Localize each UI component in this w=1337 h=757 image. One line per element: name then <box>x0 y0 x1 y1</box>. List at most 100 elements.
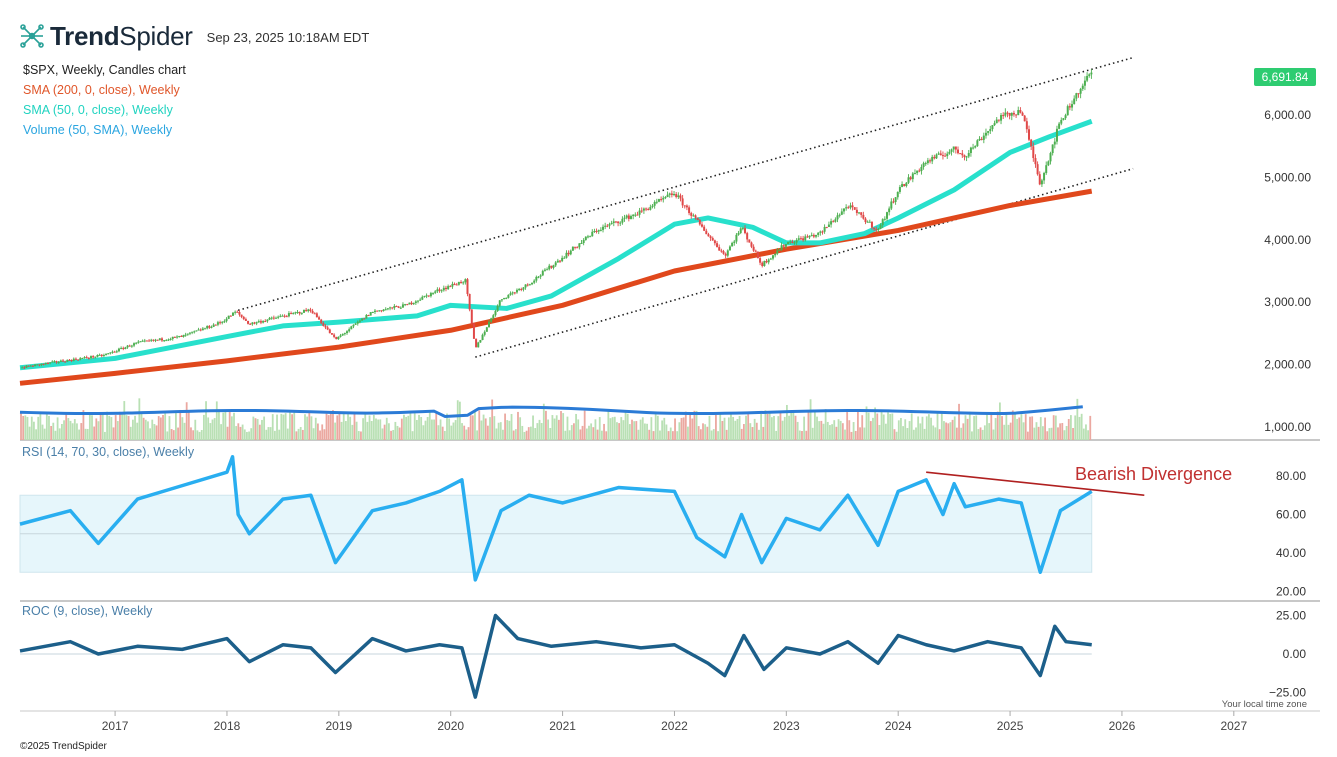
candle-body <box>410 302 413 305</box>
volume-bar <box>745 415 747 440</box>
volume-bar <box>325 413 328 440</box>
volume-bar <box>966 418 969 440</box>
candle-body <box>531 282 534 285</box>
candle-body <box>490 318 493 322</box>
volume-bar <box>1054 415 1057 440</box>
volume-bar <box>835 426 838 440</box>
volume-bar <box>317 423 319 440</box>
volume-bar <box>962 423 965 440</box>
volume-bar <box>1080 413 1083 440</box>
volume-bar <box>889 413 892 440</box>
candle-body <box>668 193 671 195</box>
candle-body <box>881 219 884 226</box>
volume-bar <box>943 421 945 440</box>
candle-body <box>804 236 807 241</box>
volume-bar <box>512 430 515 440</box>
volume-bar <box>194 419 197 440</box>
legend-volume[interactable]: Volume (50, SMA), Weekly <box>23 123 173 137</box>
volume-bar <box>1029 416 1031 440</box>
candle-body <box>92 356 95 358</box>
volume-bar <box>1007 424 1010 440</box>
rsi-title[interactable]: RSI (14, 70, 30, close), Weekly <box>22 445 195 459</box>
candle-body <box>81 358 84 360</box>
candle-body <box>965 156 968 158</box>
candle-body <box>718 247 721 251</box>
volume-bar <box>1022 422 1025 440</box>
volume-bar <box>63 420 65 440</box>
volume-bar <box>641 417 644 440</box>
volume-bar <box>1063 430 1066 440</box>
volume-bar <box>560 411 562 440</box>
volume-bar <box>265 429 268 440</box>
volume-bar <box>1024 414 1027 440</box>
volume-bar <box>282 414 285 440</box>
volume-bar <box>185 402 188 440</box>
candle-body <box>386 308 389 310</box>
candle-body <box>819 231 822 233</box>
candle-body <box>513 292 516 294</box>
volume-bar <box>900 418 902 440</box>
volume-bar <box>123 401 126 440</box>
candle-body <box>264 321 267 323</box>
candle-body <box>556 260 559 263</box>
candle-body <box>933 156 936 159</box>
candle-body <box>679 195 682 199</box>
candle-body <box>739 228 742 233</box>
candle-body <box>647 209 650 211</box>
candle-body <box>440 290 443 292</box>
volume-bar <box>857 410 859 440</box>
volume-bar <box>555 415 558 440</box>
volume-bar <box>155 425 158 440</box>
candle-body <box>901 184 904 188</box>
volume-bar <box>196 430 199 440</box>
volume-bar <box>514 429 517 440</box>
candle-body <box>969 147 972 154</box>
candle-body <box>221 321 224 323</box>
candle-body <box>419 299 422 301</box>
x-tick-label: 2017 <box>102 719 129 733</box>
candle-body <box>40 363 43 366</box>
volume-bar <box>872 417 874 440</box>
candle-body <box>1008 113 1011 116</box>
volume-bar <box>144 419 147 440</box>
volume-bar <box>773 415 775 440</box>
volume-bar <box>826 421 829 440</box>
volume-bar <box>816 416 818 440</box>
candle-body <box>492 315 495 319</box>
candle-body <box>148 340 151 342</box>
volume-bar <box>960 427 963 440</box>
candle-body <box>57 361 60 363</box>
volume-bar <box>54 430 57 440</box>
volume-bar <box>620 417 623 440</box>
candle-body <box>324 325 327 328</box>
volume-bar <box>446 413 448 440</box>
candle-body <box>879 225 882 229</box>
volume-bar <box>35 429 37 440</box>
volume-bar <box>95 418 98 440</box>
candle-body <box>550 265 553 268</box>
volume-bar <box>65 412 68 440</box>
timezone-label[interactable]: Your local time zone <box>1222 699 1307 710</box>
candle-body <box>417 300 420 302</box>
volume-bar <box>1067 419 1070 440</box>
legend-sma50[interactable]: SMA (50, 0, close), Weekly <box>23 103 173 117</box>
volume-bar <box>332 410 334 440</box>
legend-symbol[interactable]: $SPX, Weekly, Candles chart <box>23 63 186 77</box>
volume-bar <box>697 426 700 440</box>
volume-bar <box>280 413 283 440</box>
candle-body <box>279 315 282 317</box>
roc-title[interactable]: ROC (9, close), Weekly <box>22 604 153 618</box>
volume-bar <box>375 418 377 440</box>
sma200-line <box>19 188 1093 386</box>
volume-bar <box>321 424 324 440</box>
volume-bar <box>755 422 758 440</box>
brand-name: TrendSpider <box>50 21 193 52</box>
volume-bar <box>304 414 306 440</box>
volume-bar <box>652 431 655 440</box>
volume-bar <box>349 416 352 440</box>
candle-body <box>496 305 499 312</box>
volume-bar <box>646 423 648 440</box>
volume-bar <box>1061 422 1064 440</box>
legend-sma200[interactable]: SMA (200, 0, close), Weekly <box>23 83 180 97</box>
